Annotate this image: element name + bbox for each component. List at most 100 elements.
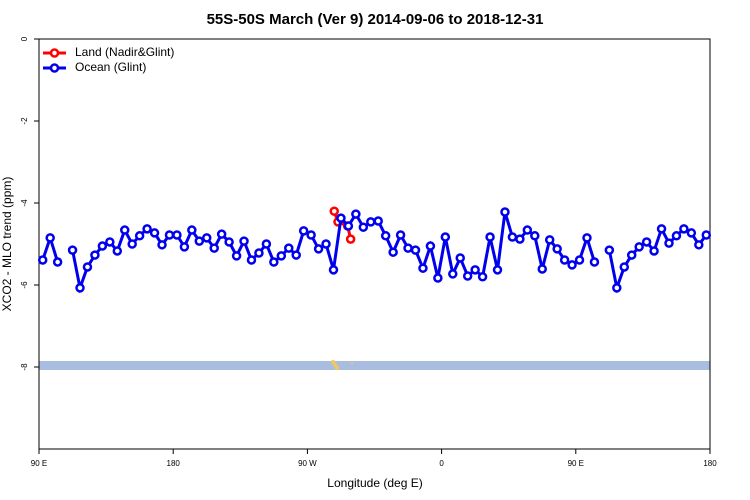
- data-point: [254, 248, 264, 258]
- x-tick-label: 90 E: [31, 459, 47, 468]
- data-point: [619, 262, 630, 272]
- x-tick-label: 180: [167, 459, 181, 468]
- data-point: [470, 265, 480, 275]
- y-tick-label: -4: [20, 199, 29, 207]
- data-point: [105, 237, 115, 247]
- data-point: [90, 250, 100, 260]
- data-point: [418, 263, 428, 273]
- data-point: [231, 251, 242, 261]
- data-point: [410, 245, 421, 255]
- data-point: [686, 228, 697, 238]
- data-point: [239, 236, 249, 246]
- data-point: [164, 230, 175, 240]
- data-point: [216, 229, 227, 239]
- data-point: [395, 230, 406, 240]
- data-point: [373, 216, 383, 226]
- data-point: [209, 243, 219, 253]
- coverage-band: [39, 361, 710, 370]
- data-point: [388, 247, 398, 257]
- data-point: [97, 241, 108, 251]
- data-point: [276, 251, 287, 261]
- data-point: [679, 224, 689, 234]
- data-point: [537, 264, 547, 274]
- data-point: [664, 238, 674, 248]
- data-point: [462, 271, 473, 281]
- data-point: [328, 265, 339, 275]
- dot: [333, 363, 337, 367]
- data-point: [380, 231, 391, 241]
- data-point: [485, 232, 495, 242]
- y-axis-label: XCO2 - MLO trend (ppm): [0, 177, 14, 312]
- coverage-dots: [331, 360, 353, 370]
- data-point: [574, 255, 585, 265]
- data-point: [75, 283, 85, 293]
- y-tick-label: -2: [20, 117, 29, 125]
- x-tick-label: 90 W: [298, 459, 317, 468]
- data-point: [329, 206, 339, 216]
- data-point: [82, 262, 93, 272]
- data-point: [306, 230, 316, 240]
- data-point: [656, 224, 667, 234]
- x-tick-label: 0: [439, 459, 444, 468]
- data-point: [559, 255, 570, 265]
- data-point: [455, 253, 465, 263]
- data-point: [612, 283, 622, 293]
- data-point: [142, 224, 152, 234]
- series-line: [332, 210, 353, 240]
- data-point: [366, 217, 376, 227]
- data-point: [336, 213, 346, 223]
- data-point: [515, 234, 525, 244]
- data-point: [530, 231, 540, 241]
- x-tick-label: 180: [703, 459, 717, 468]
- y-tick-label: -8: [20, 363, 29, 371]
- data-point: [37, 255, 48, 265]
- data-point: [351, 209, 361, 219]
- data-point: [448, 269, 458, 279]
- data-point: [403, 243, 413, 253]
- data-point: [134, 231, 145, 241]
- data-point: [291, 250, 301, 260]
- data-point: [694, 240, 704, 250]
- plot-frame: [38, 38, 711, 450]
- dot: [335, 366, 339, 370]
- data-point: [589, 257, 600, 267]
- data-point: [321, 239, 331, 249]
- data-point: [626, 250, 637, 260]
- data-point: [500, 207, 510, 217]
- data-point: [492, 265, 503, 275]
- data-point: [641, 237, 652, 247]
- data-point: [194, 236, 205, 246]
- data-point: [313, 244, 324, 254]
- dot: [331, 360, 335, 364]
- data-point: [343, 221, 354, 231]
- chart-title: 55S-50S March (Ver 9) 2014-09-06 to 2018…: [207, 11, 544, 28]
- legend-label: Ocean (Glint): [75, 60, 146, 74]
- y-tick-label: -6: [20, 281, 29, 289]
- y-tick-label: 0: [20, 36, 29, 41]
- data-point: [112, 246, 123, 256]
- data-point: [604, 245, 615, 255]
- data-point: [425, 241, 436, 251]
- data-point: [440, 232, 451, 242]
- data-point: [358, 222, 369, 232]
- data-point: [345, 234, 356, 244]
- data-point: [52, 257, 63, 267]
- data-point: [298, 226, 309, 236]
- x-axis-label: Longitude (deg E): [327, 476, 422, 490]
- dot: [351, 362, 353, 364]
- data-point: [567, 260, 577, 270]
- data-point: [187, 225, 197, 235]
- data-point: [582, 233, 592, 243]
- data-point: [45, 233, 55, 243]
- data-point: [522, 225, 533, 235]
- data-point: [179, 242, 190, 252]
- legend-label: Land (Nadir&Glint): [75, 45, 174, 59]
- data-point: [202, 233, 212, 243]
- data-point: [149, 228, 160, 238]
- data-point: [284, 243, 294, 253]
- x-tick-label: 90 E: [568, 459, 584, 468]
- data-point: [701, 230, 712, 240]
- data-point: [269, 257, 279, 267]
